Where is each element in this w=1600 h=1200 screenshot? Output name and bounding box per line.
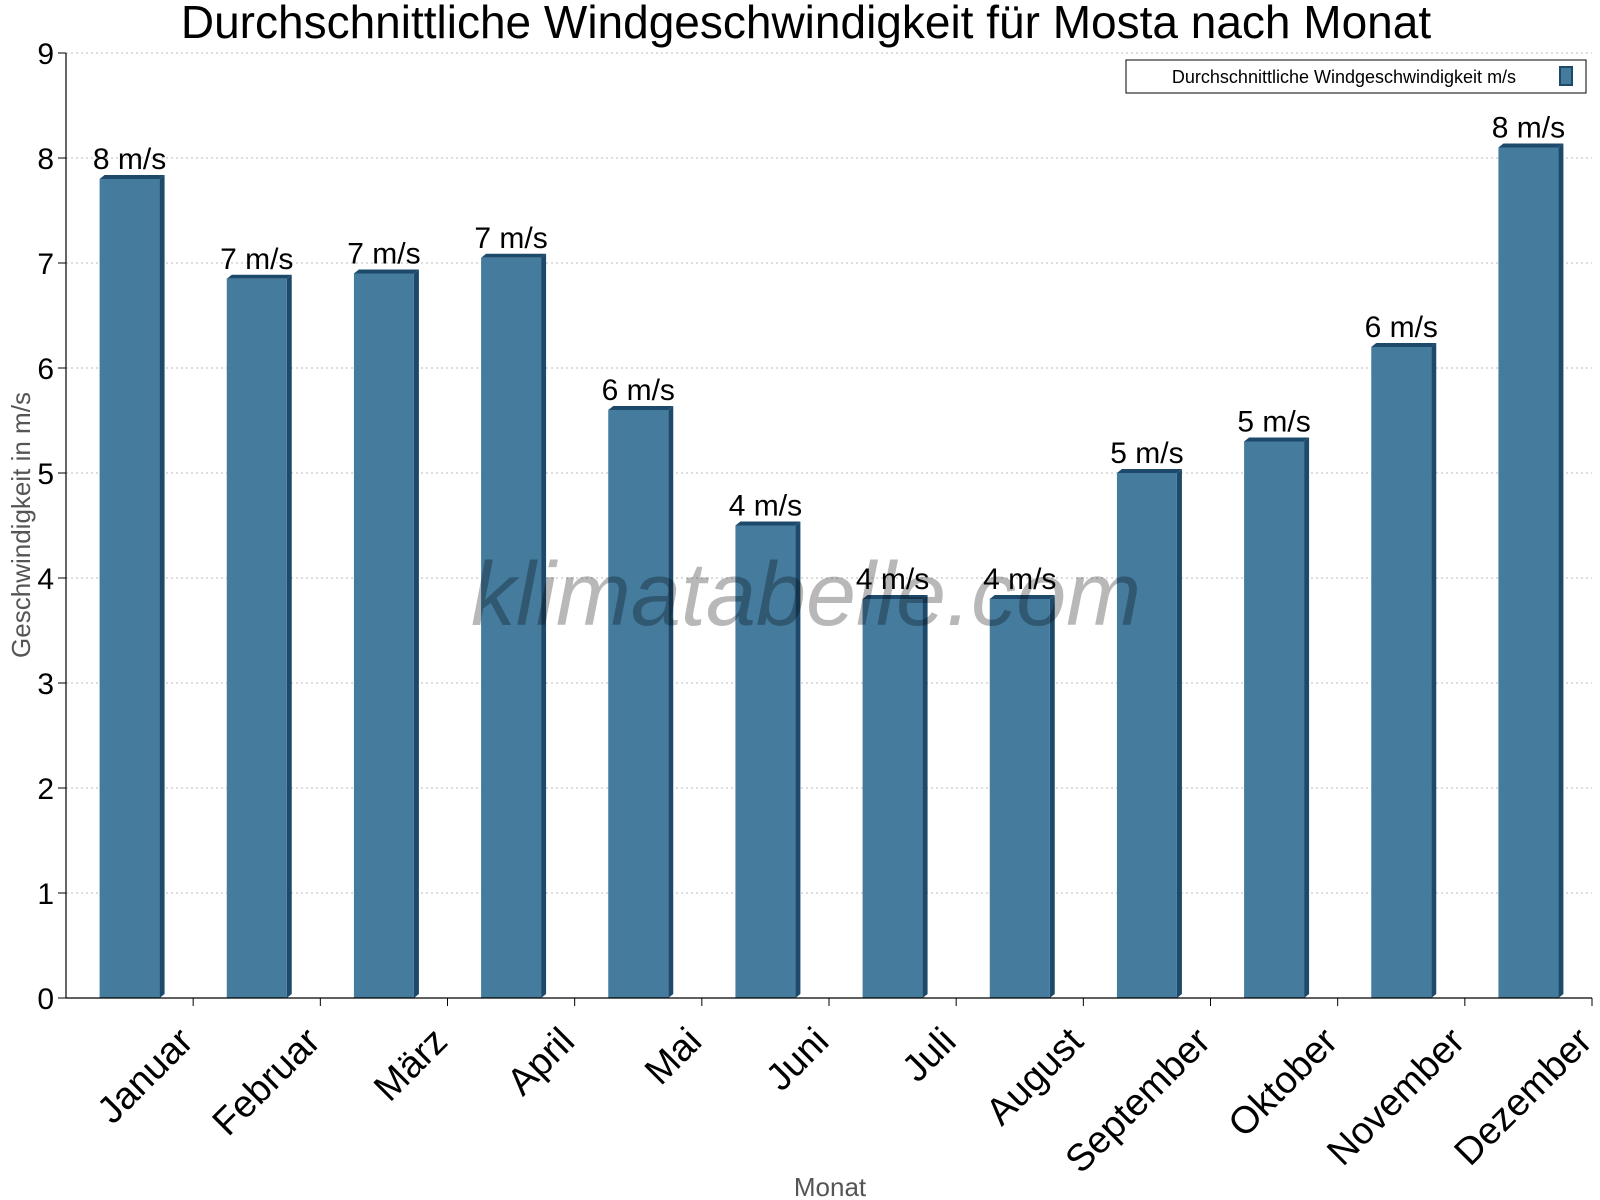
x-tick-label: Januar — [90, 1020, 202, 1132]
y-tick-label: 4 — [37, 563, 54, 596]
bar-top — [989, 595, 1055, 599]
bar — [862, 595, 928, 998]
watermark: klimatabelle.com — [471, 545, 1141, 645]
bar-top — [1244, 437, 1310, 442]
grid-lines — [66, 52, 1592, 894]
bar — [1116, 469, 1182, 998]
legend: Durchschnittliche Windgeschwindigkeit m/… — [1125, 59, 1587, 94]
data-label: 6 m/s — [602, 374, 675, 407]
y-tick-label: 6 — [37, 353, 54, 386]
y-tick-label: 8 — [37, 143, 54, 176]
bar-face — [481, 257, 542, 998]
bar-top — [99, 175, 165, 179]
bar-top — [608, 406, 674, 410]
bar-face — [1498, 147, 1559, 998]
x-tick-label: November — [1319, 1020, 1473, 1174]
bar-face — [99, 179, 160, 998]
x-tick-label: Juli — [894, 1020, 964, 1090]
bar — [1244, 437, 1310, 998]
legend-box — [1125, 59, 1587, 94]
bar — [99, 175, 165, 998]
data-label: 4 m/s — [856, 563, 929, 596]
bar — [989, 595, 1055, 998]
chart-title: Durchschnittliche Windgeschwindigkeit fü… — [181, 0, 1431, 48]
x-tick-labels: Januar Februar März April Mai Juni Juli AugustS… — [90, 998, 1600, 1181]
data-label: 8 m/s — [93, 143, 166, 176]
data-label: 7 m/s — [347, 238, 420, 271]
bar-side — [413, 269, 419, 998]
bar-top — [735, 521, 801, 526]
data-label: 4 m/s — [983, 563, 1056, 596]
y-tick-label: 3 — [37, 668, 54, 701]
bar-top — [481, 253, 547, 258]
data-label: 7 m/s — [220, 243, 293, 276]
bar — [353, 269, 419, 998]
bar-side — [1176, 469, 1182, 998]
bar-face — [989, 599, 1050, 998]
x-tick-label: Mai — [637, 1020, 710, 1093]
x-tick-label: Februar — [205, 1020, 329, 1144]
bar-face — [608, 410, 669, 998]
bar — [735, 521, 801, 998]
x-tick-label: Dezember — [1447, 1020, 1600, 1174]
axes — [65, 53, 1592, 999]
x-tick-label: August — [978, 1020, 1092, 1134]
bar-side — [1049, 595, 1055, 998]
y-tick-label: 7 — [37, 248, 54, 281]
bar-side — [1431, 343, 1437, 998]
bar-top — [226, 274, 292, 279]
y-tick-label: 9 — [37, 38, 54, 71]
bar-face — [353, 273, 414, 998]
data-label: 6 m/s — [1365, 311, 1438, 344]
data-label: 5 m/s — [1110, 437, 1183, 470]
y-axis-title: Geschwindigkeit in m/s — [6, 392, 36, 658]
bar — [1498, 143, 1564, 998]
x-tick-label: Juni — [758, 1020, 837, 1099]
y-tick-label: 0 — [37, 983, 54, 1016]
bar-side — [541, 253, 547, 998]
bar-side — [1304, 437, 1310, 998]
legend-swatch — [1559, 66, 1573, 86]
y-tick-labels: 0 1 2 3 4 5 6 7 8 9 — [37, 38, 66, 1016]
bar-top — [1498, 143, 1564, 148]
bar-top — [862, 595, 928, 599]
bar-side — [922, 595, 928, 998]
legend-label: Durchschnittliche Windgeschwindigkeit m/… — [1172, 67, 1516, 87]
bar-face — [226, 278, 287, 998]
bar-face — [735, 525, 796, 998]
bar-top — [1116, 469, 1182, 473]
bars — [99, 143, 1564, 998]
data-labels: 8 m/s 7 m/s 7 m/s 7 m/s 6 m/s 4 m/s 4 m/s 4 m/s… — [93, 112, 1565, 597]
data-label: 5 m/s — [1237, 406, 1310, 439]
x-tick-label: April — [499, 1020, 582, 1103]
bar-side — [1558, 143, 1564, 998]
bar — [481, 253, 547, 998]
bar-side — [668, 406, 674, 998]
bar-side — [159, 175, 165, 998]
data-label: 4 m/s — [729, 490, 802, 523]
y-tick-label: 1 — [37, 878, 54, 911]
y-tick-label: 5 — [37, 458, 54, 491]
bar-side — [795, 521, 801, 998]
bar — [226, 274, 292, 998]
x-tick-label: März — [366, 1020, 455, 1109]
bar-top — [353, 269, 419, 274]
data-label: 7 m/s — [474, 222, 547, 255]
bar-face — [1116, 473, 1177, 998]
x-tick-label: Oktober — [1221, 1020, 1347, 1146]
bar-side — [286, 274, 292, 998]
bar-face — [1371, 347, 1432, 998]
bar-face — [862, 599, 923, 998]
data-label: 8 m/s — [1492, 112, 1565, 145]
bar-top — [1371, 343, 1437, 347]
bar — [1371, 343, 1437, 998]
x-axis-title: Monat — [794, 1172, 867, 1200]
bar — [608, 406, 674, 998]
bar-face — [1244, 441, 1305, 998]
y-tick-label: 2 — [37, 773, 54, 806]
